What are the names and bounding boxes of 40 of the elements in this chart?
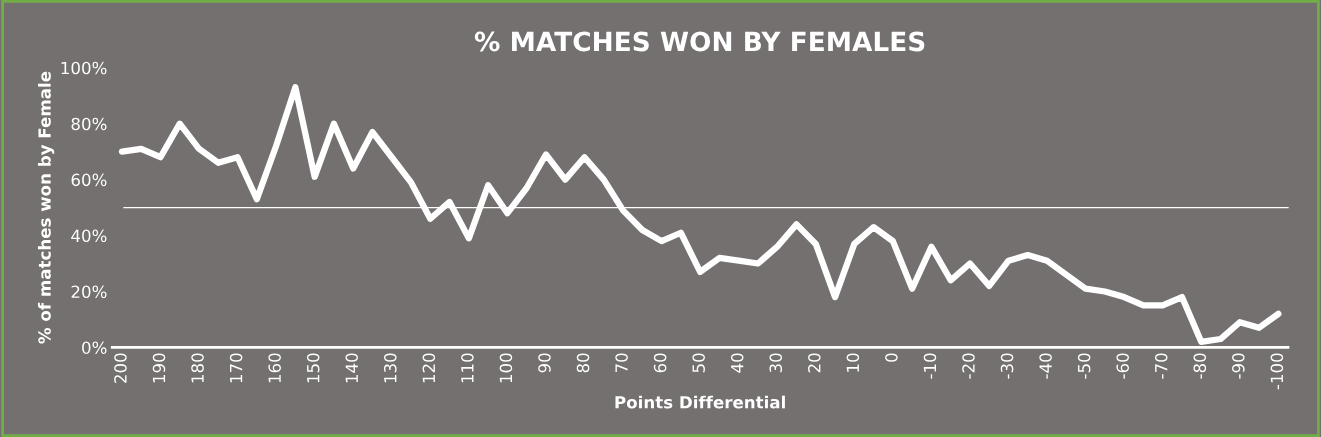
x-tick-label: -40 [1039,353,1052,379]
y-tick-label: 80% [71,117,107,131]
x-tick-label: 200 [114,353,127,383]
x-tick-label: 140 [345,353,359,383]
y-tick-label: 40% [71,229,107,243]
x-tick-label: 90 [538,353,551,373]
y-axis-title: % of matches won by Female [37,71,55,344]
x-tick-label: 160 [268,353,281,383]
x-tick-label: 50 [692,353,705,373]
x-tick-label: 150 [306,353,320,383]
x-tick-label: -60 [1116,353,1129,379]
x-tick-label: 190 [152,353,166,383]
x-tick-label: 70 [615,353,628,373]
y-tick-label: 0% [82,341,107,354]
x-tick-label: 0 [885,353,898,362]
x-tick-label: -30 [1000,353,1014,379]
x-tick-label: -70 [1154,353,1168,379]
x-tick-label: 130 [383,353,397,383]
x-tick-label: 40 [730,353,744,373]
x-tick-label: 80 [576,353,590,373]
y-tick-label: 60% [71,173,107,187]
x-tick-label: 110 [461,353,474,383]
x-tick-label: -90 [1232,353,1245,379]
x-tick-label: -20 [962,353,975,379]
x-tick-label: -10 [923,353,937,379]
x-tick-label: 170 [229,353,243,383]
x-tick-label: 60 [653,353,667,373]
x-tick-label: -100 [1270,353,1284,390]
x-tick-label: -50 [1077,353,1091,379]
x-tick-label: 30 [769,353,783,373]
x-tick-label: 120 [422,353,436,383]
y-tick-label: 20% [71,285,107,299]
chart-title: % MATCHES WON BY FEMALES [474,31,925,52]
x-axis-title: Points Differential [615,395,785,409]
x-tick-label: 10 [846,353,860,372]
y-tick-label: 100% [61,61,107,75]
x-tick-label: 180 [191,353,204,383]
x-tick-label: 100 [499,353,513,383]
x-tick-label: -80 [1193,353,1207,379]
x-tick-label: 20 [808,353,821,373]
